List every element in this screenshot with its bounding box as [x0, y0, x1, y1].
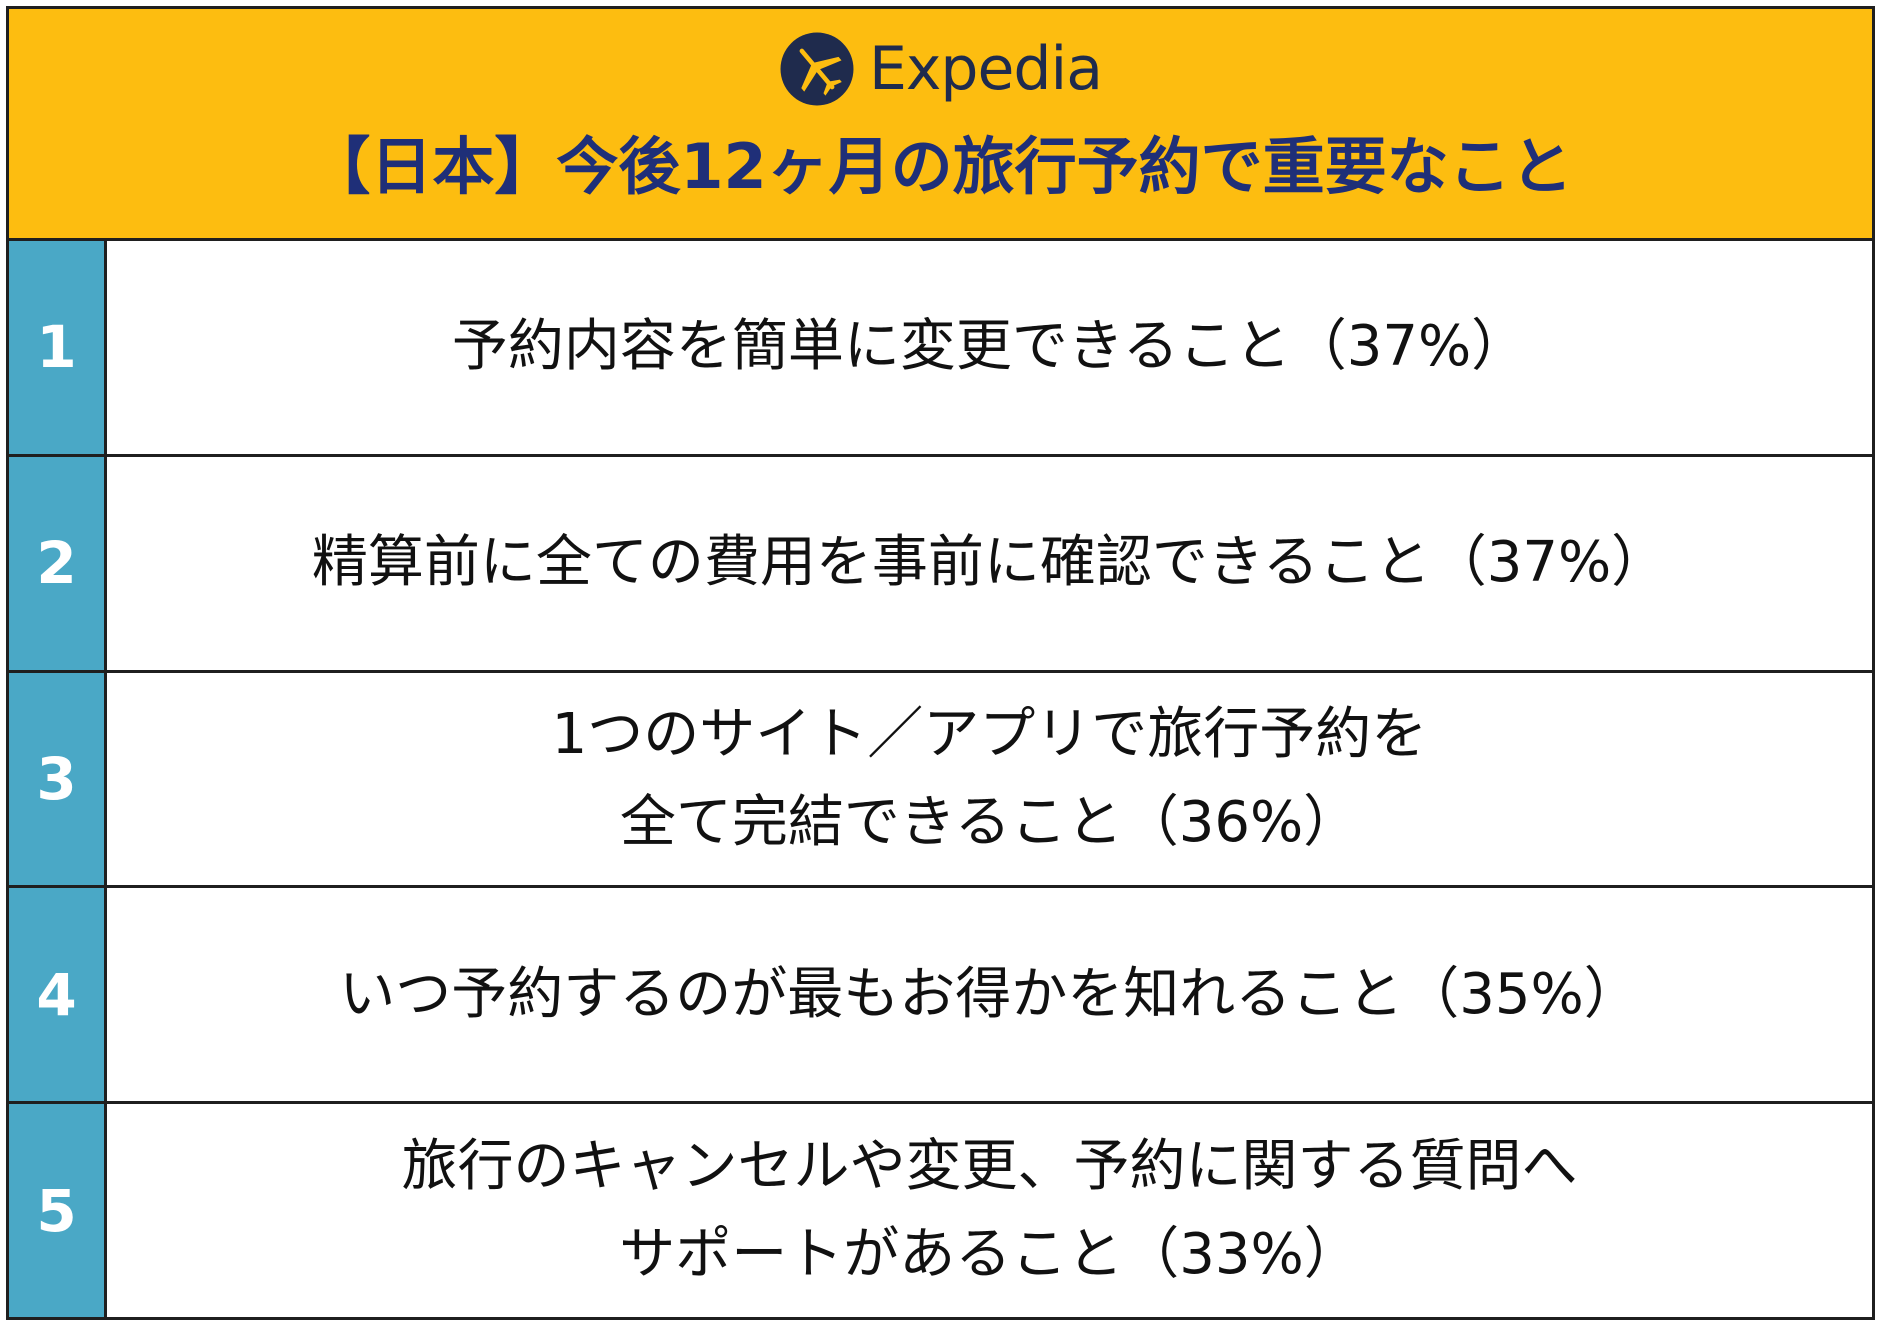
page-title: 【日本】今後12ヶ月の旅行予約で重要なこと	[308, 130, 1573, 203]
list-item: 5 旅行のキャンセルや変更、予約に関する質問へ サポートがあること（33%）	[9, 1104, 1872, 1317]
list-item: 3 1つのサイト／アプリで旅行予約を 全て完結できること（36%）	[9, 672, 1872, 889]
item-text: 精算前に全ての費用を事前に確認できること（37%）	[107, 457, 1872, 670]
item-line: 予約内容を簡単に変更できること（37%）	[451, 314, 1528, 380]
item-line: 旅行のキャンセルや変更、予約に関する質問へ	[401, 1133, 1578, 1199]
item-text: 予約内容を簡単に変更できること（37%）	[107, 241, 1872, 454]
brand-name: Expedia	[869, 34, 1103, 104]
list-item: 2 精算前に全ての費用を事前に確認できること（37%）	[9, 456, 1872, 673]
rank-badge: 3	[9, 672, 107, 886]
airplane-icon	[780, 32, 854, 106]
brand-logo: Expedia	[779, 31, 1103, 107]
item-text: 旅行のキャンセルや変更、予約に関する質問へ サポートがあること（33%）	[107, 1104, 1872, 1317]
rank-badge: 5	[9, 1104, 107, 1317]
item-line: いつ予約するのが最もお得かを知れること（35%）	[339, 961, 1640, 1027]
item-line: 1つのサイト／アプリで旅行予約を	[551, 701, 1428, 767]
list-item: 4 いつ予約するのが最もお得かを知れること（35%）	[9, 888, 1872, 1105]
ranking-list: 1 予約内容を簡単に変更できること（37%） 2 精算前に全ての費用を事前に確認…	[9, 241, 1872, 1317]
list-item: 1 予約内容を簡単に変更できること（37%）	[9, 241, 1872, 457]
ranking-card: Expedia 【日本】今後12ヶ月の旅行予約で重要なこと 1 予約内容を簡単に…	[6, 6, 1875, 1320]
item-line: サポートがあること（33%）	[619, 1221, 1360, 1287]
rank-badge: 4	[9, 888, 107, 1102]
rank-badge: 1	[9, 241, 107, 454]
item-text: いつ予約するのが最もお得かを知れること（35%）	[107, 888, 1872, 1101]
item-line: 精算前に全ての費用を事前に確認できること（37%）	[311, 530, 1668, 596]
rank-badge: 2	[9, 456, 107, 670]
header: Expedia 【日本】今後12ヶ月の旅行予約で重要なこと	[9, 9, 1872, 241]
item-line: 全て完結できること（36%）	[619, 789, 1360, 855]
item-text: 1つのサイト／アプリで旅行予約を 全て完結できること（36%）	[107, 673, 1872, 886]
